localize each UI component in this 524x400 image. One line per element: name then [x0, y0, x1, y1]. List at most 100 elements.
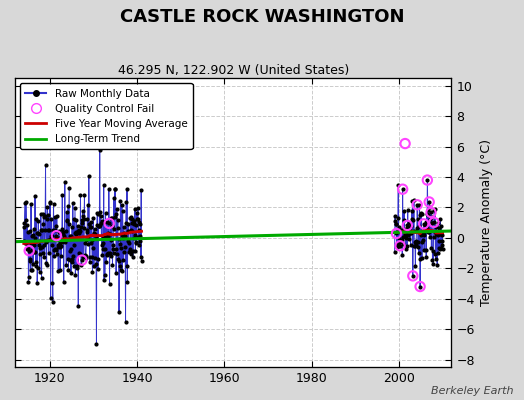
Point	[104, 230, 112, 236]
Point	[391, 218, 400, 224]
Point	[80, 216, 88, 222]
Point	[429, 248, 437, 254]
Point	[406, 227, 414, 233]
Point	[51, 214, 59, 220]
Point	[81, 255, 90, 261]
Point	[66, 248, 74, 254]
Point	[425, 234, 434, 240]
Point	[29, 226, 38, 232]
Point	[135, 219, 143, 226]
Point	[124, 228, 133, 235]
Point	[131, 248, 139, 254]
Point	[35, 231, 43, 237]
Point	[57, 242, 65, 249]
Point	[109, 246, 117, 252]
Point	[35, 242, 43, 248]
Point	[73, 223, 82, 229]
Point	[25, 248, 34, 254]
Point	[436, 231, 444, 238]
Point	[438, 232, 446, 238]
Point	[414, 223, 423, 229]
Legend: Raw Monthly Data, Quality Control Fail, Five Year Moving Average, Long-Term Tren: Raw Monthly Data, Quality Control Fail, …	[20, 83, 192, 150]
Point	[407, 230, 415, 236]
Point	[430, 219, 438, 226]
Point	[392, 230, 401, 237]
Point	[55, 229, 63, 235]
Point	[119, 257, 127, 264]
Point	[397, 238, 406, 244]
Point	[91, 226, 99, 232]
Point	[432, 231, 440, 237]
Point	[101, 246, 110, 252]
Point	[44, 226, 52, 233]
Point	[96, 209, 105, 215]
Point	[394, 215, 402, 222]
Point	[66, 257, 74, 264]
Point	[431, 205, 439, 212]
Point	[430, 229, 439, 235]
Point	[428, 220, 436, 226]
Point	[123, 263, 131, 269]
Point	[25, 258, 34, 264]
Point	[129, 248, 137, 254]
Point	[23, 245, 31, 252]
Point	[118, 268, 126, 274]
Point	[396, 243, 405, 249]
Point	[409, 217, 418, 223]
Point	[52, 212, 61, 219]
Point	[401, 245, 410, 252]
Point	[408, 216, 416, 222]
Point	[108, 215, 116, 221]
Point	[39, 221, 47, 227]
Point	[437, 222, 445, 229]
Point	[427, 209, 435, 216]
Point	[63, 256, 72, 262]
Point	[29, 261, 37, 267]
Point	[69, 252, 78, 259]
Point	[79, 213, 88, 219]
Point	[123, 279, 132, 286]
Point	[83, 228, 91, 235]
Point	[86, 259, 94, 266]
Point	[73, 263, 81, 269]
Point	[120, 230, 128, 236]
Point	[132, 240, 140, 246]
Point	[105, 186, 113, 192]
Point	[48, 242, 56, 248]
Point	[127, 228, 136, 234]
Point	[44, 212, 52, 218]
Point	[106, 215, 115, 222]
Point	[117, 232, 126, 238]
Point	[130, 235, 138, 242]
Point	[79, 208, 87, 215]
Point	[422, 254, 430, 260]
Point	[59, 236, 68, 243]
Point	[97, 217, 106, 224]
Point	[106, 250, 114, 256]
Point	[27, 201, 35, 208]
Point	[32, 262, 41, 269]
Text: Berkeley Earth: Berkeley Earth	[431, 386, 514, 396]
Point	[64, 203, 72, 209]
Point	[59, 231, 67, 237]
Point	[425, 204, 434, 210]
Point	[56, 240, 64, 246]
Point	[75, 228, 84, 234]
Point	[51, 247, 60, 253]
Point	[61, 239, 69, 246]
Point	[418, 239, 427, 246]
Point	[92, 233, 100, 240]
Point	[66, 232, 74, 239]
Point	[27, 240, 36, 246]
Point	[43, 204, 51, 210]
Point	[48, 280, 57, 286]
Point	[93, 222, 101, 228]
Point	[420, 221, 428, 227]
Point	[126, 215, 135, 222]
Point	[97, 220, 105, 226]
Point	[118, 208, 127, 214]
Point	[90, 230, 98, 236]
Point	[124, 221, 132, 228]
Point	[401, 140, 409, 147]
Point	[121, 244, 129, 250]
